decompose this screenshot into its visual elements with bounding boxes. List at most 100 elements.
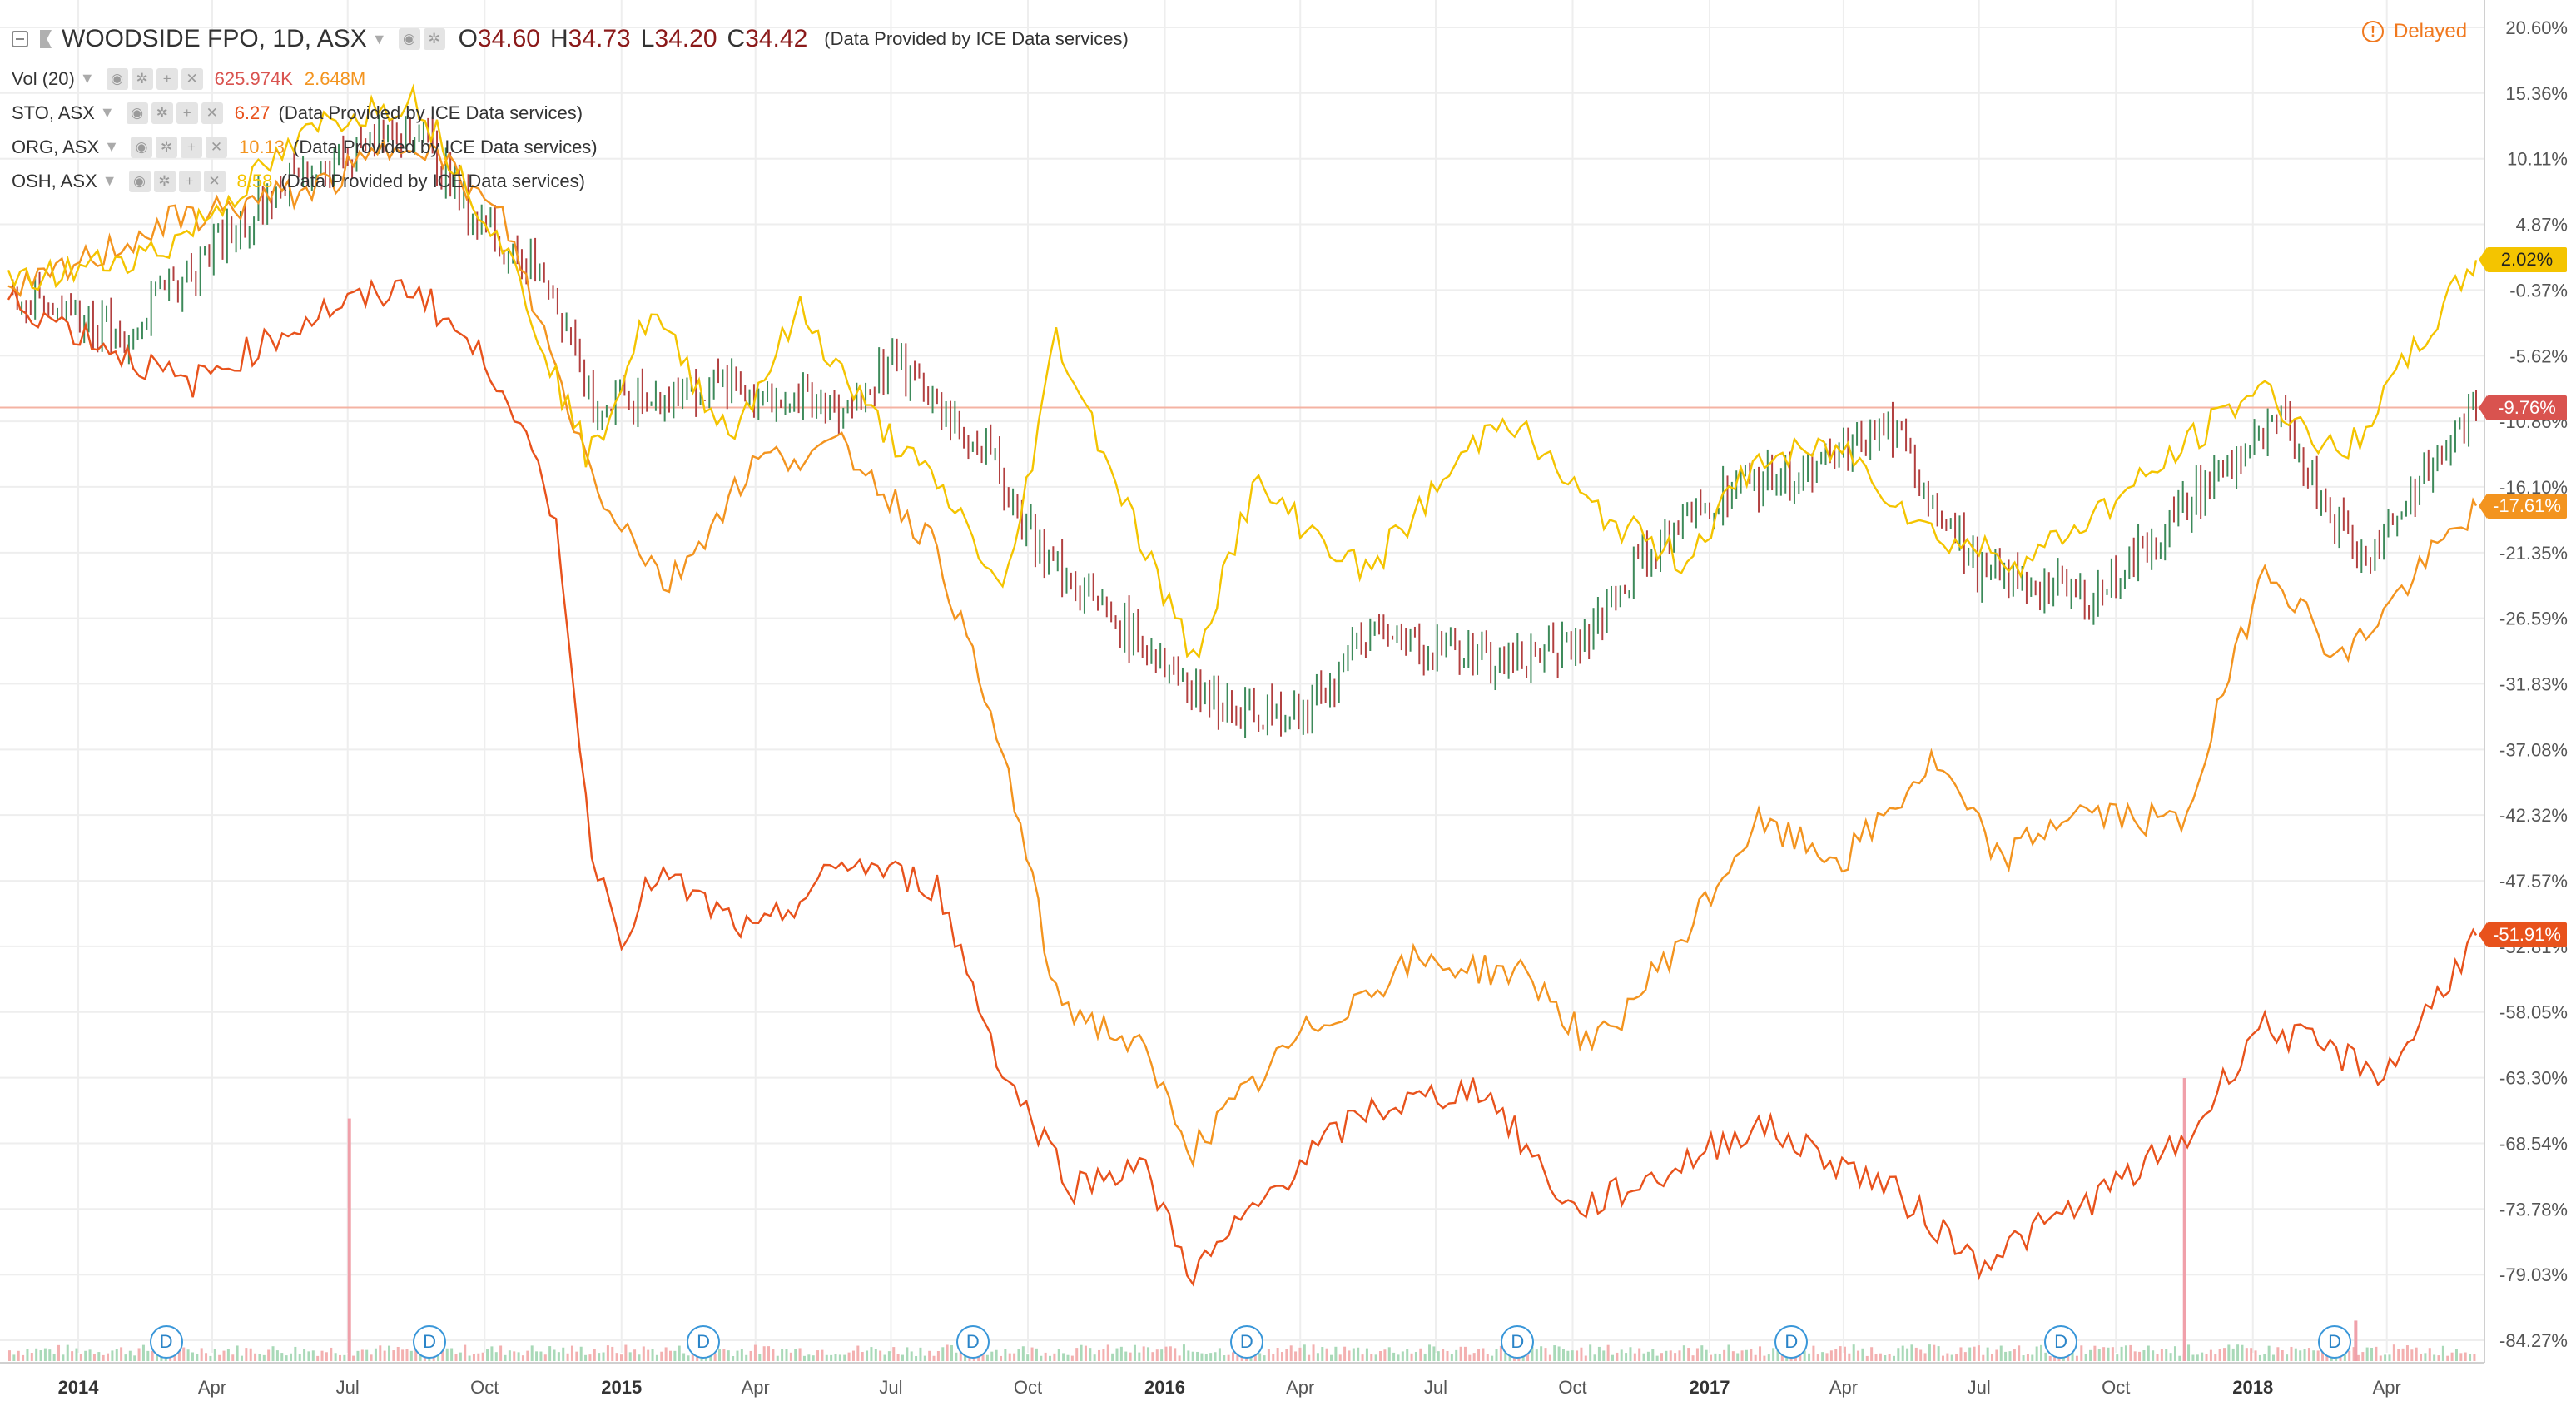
volume-bar	[271, 1346, 275, 1361]
delayed-indicator[interactable]: ! Delayed	[2362, 20, 2467, 43]
volume-bar	[1057, 1349, 1060, 1361]
volume-spike	[2182, 1078, 2186, 1361]
price-tag-woodside: -9.76%	[2479, 395, 2567, 420]
indicator-name[interactable]: Vol (20)	[12, 67, 75, 89]
chevron-down-icon[interactable]: ▼	[99, 104, 115, 121]
volume-bar	[218, 1354, 221, 1361]
volume-bar	[133, 1355, 136, 1361]
volume-bar	[2361, 1352, 2365, 1361]
collapse-icon[interactable]	[12, 31, 28, 47]
indicator-name[interactable]: STO, ASX	[12, 102, 95, 123]
volume-bar	[1995, 1349, 1998, 1361]
dividend-marker[interactable]: D	[1501, 1325, 1535, 1359]
volume-bar	[2379, 1355, 2382, 1361]
volume-bar	[870, 1347, 873, 1361]
close-icon[interactable]: ✕	[205, 136, 227, 158]
dividend-marker[interactable]: D	[1229, 1325, 1263, 1359]
settings-icon[interactable]: ✲	[153, 170, 176, 192]
volume-bar	[1597, 1346, 1601, 1361]
x-tick-label: Jul	[1968, 1377, 1991, 1398]
symbol-tools: ◉ ✲	[398, 28, 445, 50]
volume-bar	[1660, 1353, 1664, 1361]
volume-bar	[1589, 1344, 1592, 1361]
close-icon[interactable]: ✕	[181, 67, 203, 90]
volume-bar	[43, 1348, 47, 1361]
settings-icon[interactable]: ✲	[155, 136, 177, 158]
add-icon[interactable]: +	[178, 170, 201, 192]
volume-bar	[1946, 1353, 1949, 1361]
volume-bar	[450, 1348, 454, 1361]
volume-bar	[2370, 1347, 2374, 1361]
indicator-name[interactable]: ORG, ASX	[12, 136, 100, 157]
volume-bar	[713, 1353, 717, 1361]
volume-bar	[275, 1350, 279, 1361]
volume-bar	[2209, 1349, 2212, 1361]
volume-bar	[12, 1354, 16, 1361]
volume-bar	[642, 1346, 645, 1361]
volume-bar	[1374, 1354, 1377, 1361]
dividend-marker[interactable]: D	[2318, 1325, 2352, 1359]
volume-bar	[1606, 1344, 1610, 1361]
volume-bar	[807, 1354, 811, 1361]
volume-bar	[2286, 1354, 2289, 1361]
dividend-marker[interactable]: D	[413, 1325, 447, 1359]
settings-icon[interactable]: ✲	[423, 28, 445, 50]
chevron-down-icon[interactable]: ▼	[371, 30, 387, 47]
volume-bar	[2075, 1355, 2078, 1361]
volume-bar	[2147, 1345, 2150, 1361]
visibility-icon[interactable]: ◉	[130, 136, 152, 158]
settings-icon[interactable]: ✲	[131, 67, 153, 90]
volume-bar	[1651, 1349, 1655, 1361]
volume-bar	[2048, 1355, 2052, 1361]
dividend-marker[interactable]: D	[149, 1325, 183, 1359]
volume-bar	[1816, 1354, 1819, 1361]
chevron-down-icon[interactable]: ▼	[104, 138, 119, 155]
x-tick-label: 2014	[58, 1377, 100, 1398]
visibility-icon[interactable]: ◉	[126, 102, 148, 124]
chevron-down-icon[interactable]: ▼	[79, 70, 95, 87]
visibility-icon[interactable]: ◉	[398, 28, 420, 50]
volume-bar	[745, 1354, 748, 1361]
volume-bar	[1937, 1346, 1940, 1361]
volume-bar	[1361, 1354, 1364, 1361]
volume-bar	[2231, 1348, 2235, 1361]
volume-bar	[1334, 1346, 1338, 1361]
add-icon[interactable]: +	[156, 67, 178, 90]
flag-icon[interactable]	[40, 30, 52, 48]
dividend-marker[interactable]: D	[2044, 1325, 2078, 1359]
visibility-icon[interactable]: ◉	[106, 67, 128, 90]
volume-bar	[1727, 1344, 1730, 1361]
chevron-down-icon[interactable]: ▼	[102, 172, 117, 189]
volume-bar	[2446, 1355, 2449, 1361]
dividend-marker[interactable]: D	[1774, 1325, 1809, 1359]
add-icon[interactable]: +	[180, 136, 202, 158]
volume-bar	[205, 1353, 208, 1361]
add-icon[interactable]: +	[176, 102, 198, 124]
volume-bar	[2013, 1349, 2016, 1361]
volume-bar	[2250, 1348, 2253, 1361]
close-icon[interactable]: ✕	[201, 102, 223, 124]
volume-bar	[196, 1353, 199, 1361]
indicator-name[interactable]: OSH, ASX	[12, 170, 97, 191]
settings-icon[interactable]: ✲	[151, 102, 173, 124]
visibility-icon[interactable]: ◉	[128, 170, 151, 192]
volume-bar	[2156, 1354, 2159, 1361]
volume-bar	[1472, 1353, 1476, 1361]
volume-bar	[1026, 1354, 1030, 1361]
volume-bar	[1124, 1351, 1128, 1361]
symbol-title[interactable]: WOODSIDE FPO, 1D, ASX	[62, 25, 367, 52]
volume-legend-row: Vol (20) ▼ ◉ ✲ + ✕ 625.974K 2.648M	[12, 62, 1129, 96]
volume-bar	[2356, 1354, 2360, 1361]
volume-bar	[1450, 1354, 1453, 1361]
volume-bar	[732, 1355, 735, 1361]
volume-bar	[141, 1344, 145, 1361]
dividend-marker[interactable]: D	[687, 1325, 721, 1359]
close-label: C	[727, 25, 746, 52]
volume-bar	[2124, 1345, 2127, 1361]
volume-bar	[1258, 1353, 1262, 1361]
volume-bar	[1633, 1353, 1636, 1361]
dividend-marker[interactable]: D	[955, 1325, 990, 1359]
volume-spike	[347, 1118, 351, 1361]
close-icon[interactable]: ✕	[203, 170, 226, 192]
